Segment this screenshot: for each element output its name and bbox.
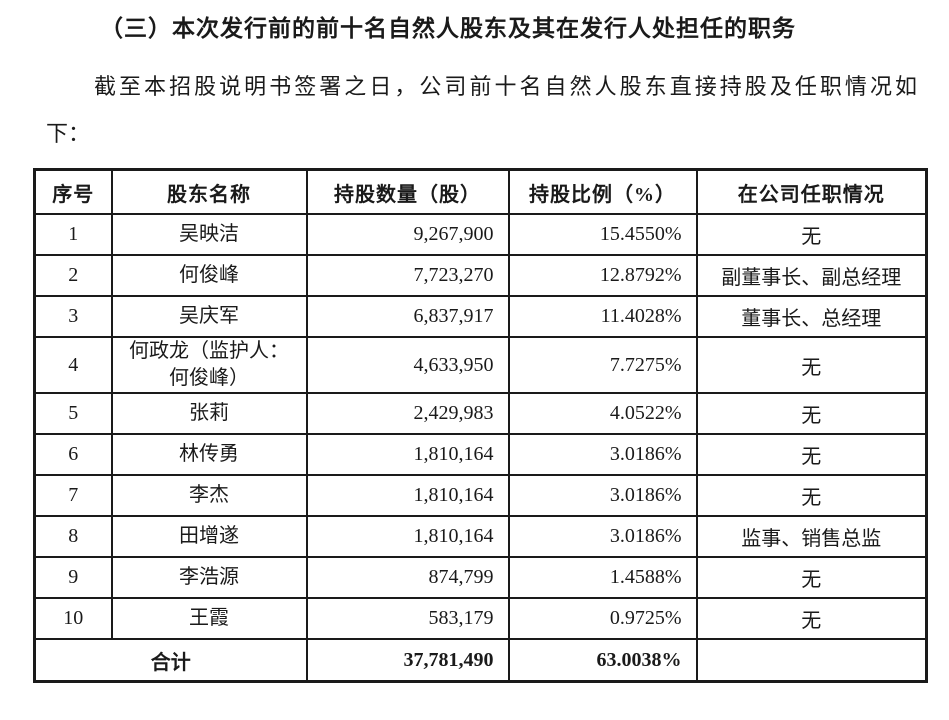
total-row: 合计 37,781,490 63.0038% [33,638,928,683]
shareholder-row: 3 吴庆军 6,837,917 11.4028% 董事长、总经理 [33,295,928,338]
shareholder-row: 7 李杰 1,810,164 3.0186% 无 [33,474,928,517]
shares-percent: 15.4550% [507,213,698,256]
column-header-position: 在公司任职情况 [695,168,928,215]
shareholder-name: 吴映洁 [110,213,308,256]
shares-percent: 0.9725% [507,597,698,640]
position-in-company: 无 [695,392,928,435]
shareholder-name: 张莉 [110,392,308,435]
shares-count: 1,810,164 [305,474,510,517]
shareholders-table-footer: 合计 37,781,490 63.0038% [33,638,928,683]
column-header-shares: 持股数量（股） [305,168,510,215]
shareholder-row: 2 何俊峰 7,723,270 12.8792% 副董事长、副总经理 [33,254,928,297]
shareholder-row: 9 李浩源 874,799 1.4588% 无 [33,556,928,599]
shares-percent: 3.0186% [507,433,698,476]
row-index: 4 [33,336,113,394]
position-in-company: 副董事长、副总经理 [695,254,928,297]
position-in-company: 无 [695,433,928,476]
header-row: 序号 股东名称 持股数量（股） 持股比例（%） 在公司任职情况 [33,168,928,215]
shares-count: 1,810,164 [305,515,510,558]
column-header-name: 股东名称 [110,168,308,215]
shares-count: 9,267,900 [305,213,510,256]
shareholder-name: 李杰 [110,474,308,517]
shares-count: 6,837,917 [305,295,510,338]
row-index: 2 [33,254,113,297]
shareholder-name: 李浩源 [110,556,308,599]
intro-paragraph-line1: 截至本招股说明书签署之日，公司前十名自然人股东直接持股及任职情况如 [94,74,917,99]
position-in-company: 董事长、总经理 [695,295,928,338]
shares-percent: 1.4588% [507,556,698,599]
total-position [695,638,928,683]
row-index: 5 [33,392,113,435]
shares-count: 874,799 [305,556,510,599]
intro-paragraph-line2: 下： [46,121,91,146]
row-index: 9 [33,556,113,599]
shareholder-name: 王霞 [110,597,308,640]
shareholders-table-body: 1 吴映洁 9,267,900 15.4550% 无 2 何俊峰 7,723,2… [33,213,928,640]
total-label: 合计 [33,638,308,683]
shares-percent: 4.0522% [507,392,698,435]
intro-paragraph: 截至本招股说明书签署之日，公司前十名自然人股东直接持股及任职情况如 下： [46,63,917,157]
shares-count: 7,723,270 [305,254,510,297]
shares-percent: 12.8792% [507,254,698,297]
shareholder-row: 1 吴映洁 9,267,900 15.4550% 无 [33,213,928,256]
row-index: 1 [33,213,113,256]
total-shares: 37,781,490 [305,638,510,683]
shares-percent: 3.0186% [507,515,698,558]
shareholder-name: 何俊峰 [110,254,308,297]
row-index: 3 [33,295,113,338]
row-index: 6 [33,433,113,476]
row-index: 10 [33,597,113,640]
position-in-company: 无 [695,213,928,256]
position-in-company: 无 [695,474,928,517]
position-in-company: 无 [695,597,928,640]
position-in-company: 无 [695,336,928,394]
shares-percent: 11.4028% [507,295,698,338]
shares-count: 2,429,983 [305,392,510,435]
shareholder-row: 10 王霞 583,179 0.9725% 无 [33,597,928,640]
row-index: 8 [33,515,113,558]
position-in-company: 无 [695,556,928,599]
shareholders-table-header: 序号 股东名称 持股数量（股） 持股比例（%） 在公司任职情况 [33,168,928,215]
shares-count: 4,633,950 [305,336,510,394]
row-index: 7 [33,474,113,517]
shareholder-name: 何政龙（监护人： 何俊峰） [110,336,308,394]
column-header-index: 序号 [33,168,113,215]
shares-percent: 3.0186% [507,474,698,517]
total-percent: 63.0038% [507,638,698,683]
shareholders-table: 序号 股东名称 持股数量（股） 持股比例（%） 在公司任职情况 1 吴映洁 9,… [33,168,928,683]
shareholder-row: 8 田增遂 1,810,164 3.0186% 监事、销售总监 [33,515,928,558]
shares-count: 583,179 [305,597,510,640]
shares-count: 1,810,164 [305,433,510,476]
shareholder-name: 吴庆军 [110,295,308,338]
section-heading: （三）本次发行前的前十名自然人股东及其在发行人处担任的职务 [100,15,796,41]
shares-percent: 7.7275% [507,336,698,394]
shareholder-row: 4 何政龙（监护人： 何俊峰） 4,633,950 7.7275% 无 [33,336,928,394]
shareholder-name: 林传勇 [110,433,308,476]
shareholder-row: 6 林传勇 1,810,164 3.0186% 无 [33,433,928,476]
shareholder-name: 田增遂 [110,515,308,558]
position-in-company: 监事、销售总监 [695,515,928,558]
column-header-percent: 持股比例（%） [507,168,698,215]
shareholder-row: 5 张莉 2,429,983 4.0522% 无 [33,392,928,435]
